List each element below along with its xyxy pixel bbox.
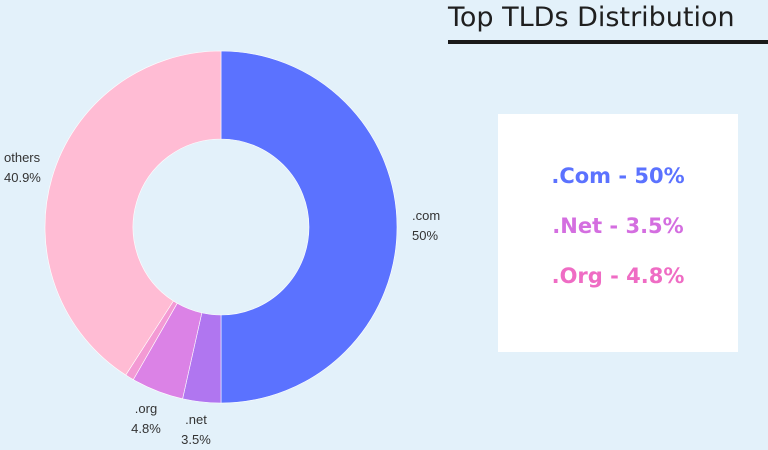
- legend-item-com: .Com - 50%: [551, 164, 685, 188]
- slice-percent-com: 50%: [412, 228, 438, 243]
- slice-others[interactable]: [44, 50, 222, 376]
- chart-title: Top TLDs Distribution: [448, 2, 735, 33]
- slice-label-others: others: [4, 150, 41, 165]
- title-underline: [448, 40, 768, 44]
- slice-com[interactable]: [220, 50, 398, 404]
- legend-box: .Com - 50% .Net - 3.5% .Org - 4.8%: [498, 114, 738, 352]
- slice-label-org: .org: [135, 401, 157, 416]
- slice-percent-net: 3.5%: [181, 432, 211, 447]
- slice-label-com: .com: [412, 208, 440, 223]
- legend-item-org: .Org - 4.8%: [551, 264, 685, 288]
- slice-label-net: .net: [185, 412, 207, 427]
- donut-chart: .com 50% .net 3.5% .org 4.8% others 40.9%: [4, 50, 440, 447]
- slice-percent-org: 4.8%: [131, 421, 161, 436]
- legend-item-net: .Net - 3.5%: [552, 214, 684, 238]
- slice-percent-others: 40.9%: [4, 170, 41, 185]
